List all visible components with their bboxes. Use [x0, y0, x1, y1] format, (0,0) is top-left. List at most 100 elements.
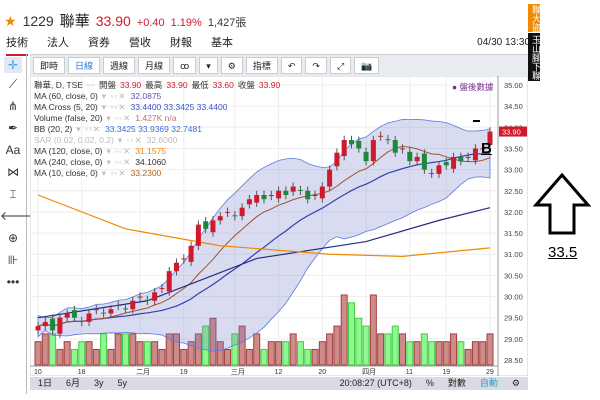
tab-financials[interactable]: 財報 — [170, 37, 192, 49]
range-5y[interactable]: 5y — [117, 378, 128, 388]
pitchfork-icon[interactable]: ⋔ — [7, 99, 19, 113]
volume-bar — [399, 333, 407, 366]
indicator-values: 32.6000 — [146, 135, 178, 145]
crosshair-icon[interactable]: ✛ — [4, 57, 22, 73]
x-tick-label: 四月 — [362, 368, 376, 376]
legend-row[interactable]: Volume (false, 20) ▾ ▫▫✕ 1.427K n/a — [34, 113, 280, 124]
volume-bar — [49, 333, 57, 366]
range-1d[interactable]: 1日 — [38, 378, 53, 388]
daily-button[interactable]: 日線 — [68, 57, 101, 74]
volume-bar — [347, 302, 355, 366]
chart-type-dropdown[interactable]: ▾ — [199, 57, 218, 74]
candle — [93, 309, 99, 311]
volume-bar — [180, 348, 188, 366]
auto-toggle[interactable]: 自動 — [479, 378, 498, 388]
candle — [261, 195, 267, 200]
candle — [370, 140, 376, 162]
candle — [159, 288, 165, 290]
trendline-icon[interactable]: ⟋ — [8, 77, 18, 91]
fullscreen-icon[interactable]: ⤢ — [329, 57, 352, 74]
candle — [429, 173, 435, 174]
text-tool-icon[interactable]: Aa — [5, 143, 21, 157]
legend-row[interactable]: MA (240, close, 0) ▾ ▫▫✕ 34.1060 — [34, 157, 280, 168]
candle — [71, 310, 77, 318]
legend-row[interactable]: MA (10, close, 0) ▾ ▫▫✕ 33.2300 — [34, 168, 280, 179]
compare-icon[interactable]: ꝏ — [173, 57, 197, 74]
tab-institutional[interactable]: 法人 — [47, 37, 69, 49]
legend-row[interactable]: MA Cross (5, 20) ▾ ▫▫✕ 33.4400 33.3425 33.… — [34, 102, 280, 113]
indicator-controls[interactable]: ▾ ▫▫✕ — [101, 102, 127, 112]
indicator-values: 33.4400 33.3425 33.4400 — [130, 102, 228, 112]
footer-gear-icon[interactable]: ⚙ — [511, 378, 520, 388]
brush-icon[interactable]: ✒ — [7, 121, 19, 135]
last-price-tag — [499, 126, 527, 137]
candle — [400, 148, 406, 150]
volume-bar — [194, 333, 202, 366]
range-6m[interactable]: 6月 — [66, 378, 81, 388]
camera-icon[interactable]: 📷 — [354, 57, 380, 74]
zoom-in-icon[interactable]: ⊕ — [7, 231, 19, 245]
indicator-label: MA (10, close, 0) — [34, 168, 98, 178]
candle — [79, 321, 85, 323]
favorite-star-icon[interactable]: ★ — [4, 13, 17, 29]
up-arrow-icon — [533, 172, 591, 235]
quote-header: ★ 1229 聯華 33.90 +0.40 1.19% 1,427張 — [4, 10, 246, 31]
indicator-controls[interactable]: ▾ ▫▫✕ — [76, 124, 102, 134]
price-chart[interactable]: 35.0034.5034.0033.5033.0032.5032.0031.50… — [30, 76, 528, 376]
range-3y[interactable]: 3y — [94, 378, 104, 388]
undo-icon[interactable]: ↶ — [280, 57, 303, 74]
volume-bar — [377, 333, 385, 366]
drawing-toolbar: ✛ ⟋ ⋔ ✒ Aa ⋈ ⌶ 🡐 ⊕ ⊪ ••• — [0, 54, 33, 394]
percent-toggle[interactable]: % — [425, 378, 434, 388]
tab-margin[interactable]: 資券 — [88, 37, 110, 49]
indicator-label: MA Cross (5, 20) — [34, 102, 98, 112]
tab-revenue[interactable]: 營收 — [129, 37, 151, 49]
volume-bar — [129, 333, 137, 366]
candle — [392, 140, 398, 153]
indicator-controls[interactable]: ▾ ▫▫✕ — [106, 157, 132, 167]
indicator-controls[interactable]: ▾ ▫▫✕ — [101, 91, 127, 101]
monthly-button[interactable]: 月線 — [138, 57, 171, 74]
legend-controls[interactable]: ▫▫ — [86, 80, 95, 90]
candle — [276, 190, 282, 199]
candle — [319, 186, 325, 199]
tab-technical[interactable]: 技術 — [6, 34, 28, 56]
volume-bar — [231, 333, 239, 366]
measure-icon[interactable]: ⌶ — [9, 187, 17, 201]
log-toggle[interactable]: 對數 — [447, 378, 466, 388]
indicators-button[interactable]: 指標 — [245, 57, 278, 74]
tab-basic[interactable]: 基本 — [211, 37, 233, 49]
volume-bar — [428, 341, 436, 366]
candle — [290, 186, 296, 192]
pattern-icon[interactable]: ⋈ — [7, 165, 19, 179]
legend-row[interactable]: BB (20, 2) ▾ ▫▫✕ 33.3425 33.9369 32.7481 — [34, 124, 280, 135]
indicator-controls[interactable]: ▾ ▫▫✕ — [106, 113, 132, 123]
redo-icon[interactable]: ↷ — [305, 57, 327, 74]
more-icon[interactable]: ••• — [6, 275, 20, 289]
candle — [451, 156, 457, 169]
indicator-label: MA (120, close, 0) — [34, 146, 103, 156]
volume-bar — [121, 333, 129, 366]
legend-row[interactable]: MA (60, close, 0) ▾ ▫▫✕ 32.0875 — [34, 91, 280, 102]
indicator-controls[interactable]: ▾ ▫▫✕ — [101, 168, 127, 178]
after-hours-link[interactable]: ● 盤後數據 — [452, 82, 494, 92]
chart-toolbar: 即時 日線 週線 月線 ꝏ ▾ ⚙ 指標 ↶ ↷ ⤢ 📷 — [30, 54, 528, 76]
volume-bar — [391, 325, 399, 366]
weekly-button[interactable]: 週線 — [103, 57, 136, 74]
legend-row[interactable]: SAR (0.02, 0.02, 0.2) ▾ ▫▫✕ 32.6000 — [34, 135, 280, 146]
volume-bar — [457, 341, 465, 366]
y-tick-label: 30.00 — [504, 293, 523, 302]
indicator-controls[interactable]: ▾ ▫▫✕ — [106, 146, 132, 156]
candle — [35, 326, 41, 331]
legend-row[interactable]: MA (120, close, 0) ▾ ▫▫✕ 31.1575 — [34, 146, 280, 157]
candle — [130, 300, 136, 310]
arrow-left-icon[interactable]: 🡐 — [0, 209, 33, 223]
realtime-button[interactable]: 即時 — [33, 57, 66, 74]
quote-datetime: 04/30 13:30 — [477, 37, 530, 48]
indicator-controls[interactable]: ▾ ▫▫✕ — [117, 135, 143, 145]
volume-bar — [70, 348, 78, 366]
ruler-icon[interactable]: ⊪ — [7, 253, 19, 267]
candle — [42, 321, 48, 327]
volume-bar — [282, 341, 290, 366]
settings-gear-icon[interactable]: ⚙ — [220, 57, 243, 74]
